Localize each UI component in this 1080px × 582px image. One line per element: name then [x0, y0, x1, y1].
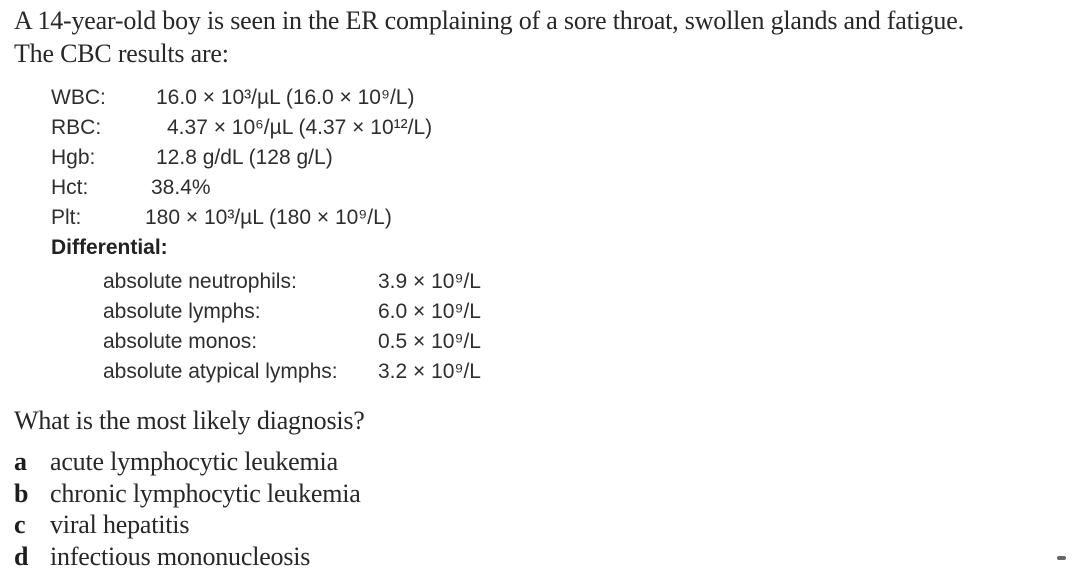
differential-label: absolute neutrophils:: [103, 270, 297, 293]
answer-option-b[interactable]: b chronic lymphocytic leukemia: [14, 478, 361, 510]
cbc-row-rbc: RBC: 4.37 × 10⁶/µL (4.37 × 10¹²/L): [51, 113, 481, 143]
option-letter: b: [14, 478, 29, 508]
cbc-value: 38.4%: [151, 176, 211, 199]
cbc-value: 12.8 g/dL (128 g/L): [156, 146, 333, 169]
option-text: infectious mononucleosis: [50, 541, 311, 571]
cbc-label: Hgb:: [51, 146, 96, 169]
differential-value: 0.5 × 10⁹/L: [378, 330, 481, 353]
cbc-label: RBC:: [51, 116, 102, 139]
cbc-value: 16.0 × 10³/µL (16.0 × 10⁹/L): [156, 86, 415, 109]
differential-heading: Differential:: [51, 236, 168, 259]
cbc-row-hct: Hct: 38.4%: [51, 173, 481, 203]
option-letter: d: [14, 541, 29, 571]
answer-option-a[interactable]: a acute lymphocytic leukemia: [14, 446, 361, 478]
differential-row-lymphs: absolute lymphs: 6.0 × 10⁹/L: [103, 297, 481, 327]
case-description-line-1: A 14-year-old boy is seen in the ER comp…: [14, 6, 964, 35]
option-text: viral hepatitis: [50, 510, 190, 539]
differential-value: 3.9 × 10⁹/L: [378, 270, 481, 293]
cbc-results-block: WBC: 16.0 × 10³/µL (16.0 × 10⁹/L) RBC: 4.3…: [51, 83, 481, 387]
option-text: acute lymphocytic leukemia: [50, 447, 338, 476]
differential-row-neutrophils: absolute neutrophils: 3.9 × 10⁹/L: [103, 267, 481, 297]
differential-label: absolute atypical lymphs:: [103, 360, 338, 383]
differential-row-monos: absolute monos: 0.5 × 10⁹/L: [103, 327, 481, 357]
case-description: A 14-year-old boy is seen in the ER comp…: [14, 4, 964, 70]
question-prompt: What is the most likely diagnosis?: [14, 406, 365, 435]
option-letter: c: [14, 510, 26, 539]
case-description-line-2: The CBC results are:: [14, 39, 229, 68]
differential-value: 6.0 × 10⁹/L: [378, 300, 481, 323]
cbc-label: Hct:: [51, 176, 89, 199]
cbc-row-plt: Plt: 180 × 10³/µL (180 × 10⁹/L): [51, 203, 481, 233]
differential-label: absolute monos:: [103, 330, 258, 353]
option-letter: a: [14, 447, 27, 476]
differential-list: absolute neutrophils: 3.9 × 10⁹/L absolut…: [103, 267, 481, 387]
differential-value: 3.2 × 10⁹/L: [378, 360, 481, 383]
answer-option-c[interactable]: c viral hepatitis: [14, 509, 361, 541]
cbc-value: 4.37 × 10⁶/µL (4.37 × 10¹²/L): [167, 116, 433, 139]
option-text: chronic lymphocytic leukemia: [50, 478, 361, 508]
scan-artifact-mark: [1057, 556, 1066, 560]
cbc-value: 180 × 10³/µL (180 × 10⁹/L): [145, 206, 392, 229]
cbc-row-hgb: Hgb: 12.8 g/dL (128 g/L): [51, 143, 481, 173]
differential-label: absolute lymphs:: [103, 300, 261, 323]
answer-option-d[interactable]: d infectious mononucleosis: [14, 541, 361, 573]
cbc-label: WBC:: [51, 86, 106, 109]
answer-options: a acute lymphocytic leukemia b chronic lym…: [14, 446, 361, 572]
cbc-label: Plt:: [51, 206, 82, 229]
differential-row-atypical-lymphs: absolute atypical lymphs: 3.2 × 10⁹/L: [103, 357, 481, 387]
cbc-row-wbc: WBC: 16.0 × 10³/µL (16.0 × 10⁹/L): [51, 83, 481, 113]
